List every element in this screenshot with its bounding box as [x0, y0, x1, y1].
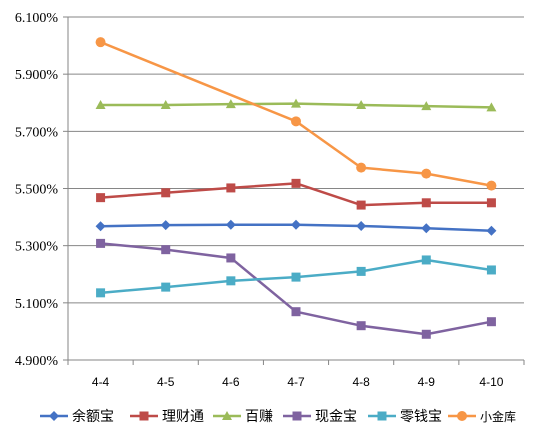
x-axis-tick-labels: 4-4 4-5 4-6 4-7 4-8 4-9 4-10	[92, 375, 504, 389]
data-point-marker	[291, 98, 301, 108]
gridlines	[68, 16, 524, 361]
data-point-marker	[96, 238, 106, 248]
data-point-marker	[226, 253, 236, 263]
data-point-marker	[161, 282, 171, 292]
legend-marker	[222, 411, 232, 420]
y-tick-label: 4.900%	[15, 354, 59, 369]
x-tick-label: 4-7	[287, 375, 305, 389]
legend-label: 小金库	[480, 409, 516, 424]
data-point-marker	[356, 200, 366, 210]
legend-label: 现金宝	[315, 409, 357, 425]
data-point-marker	[291, 116, 301, 127]
y-tick-label: 5.300%	[15, 240, 59, 255]
x-tick-label: 4-6	[222, 375, 240, 389]
y-tick-label: 5.100%	[15, 297, 59, 312]
data-point-marker	[160, 100, 171, 110]
x-tick-label: 4-4	[92, 375, 110, 389]
y-axis-tick-labels: 4.900% 5.100% 5.300% 5.500% 5.700% 5.900% 6.10…	[15, 11, 59, 369]
data-point-marker	[291, 307, 301, 317]
series-2	[96, 178, 496, 210]
data-point-marker	[96, 193, 106, 203]
series-1	[95, 219, 497, 236]
x-tick-label: 4-9	[418, 375, 436, 389]
legend-label: 余额宝	[72, 408, 114, 425]
data-point-marker	[95, 221, 106, 232]
data-point-marker	[356, 162, 367, 173]
data-point-marker	[486, 225, 497, 236]
series-lines	[95, 37, 497, 339]
legend-item: 百赚	[213, 409, 273, 425]
data-point-marker	[356, 100, 367, 110]
series-4	[96, 238, 496, 339]
legend-marker	[377, 411, 387, 421]
series-3	[95, 98, 497, 112]
data-point-marker	[421, 198, 431, 208]
legend-item: 理财通	[130, 409, 204, 425]
data-point-marker	[160, 220, 171, 231]
data-point-marker	[96, 288, 106, 298]
x-tick-label: 4-5	[157, 375, 175, 389]
y-tick-label: 5.500%	[15, 183, 59, 198]
series-line	[100, 40, 492, 187]
data-point-marker	[226, 276, 236, 286]
data-point-marker	[486, 317, 496, 327]
data-point-marker	[421, 329, 431, 339]
data-point-marker	[95, 100, 106, 110]
y-tick-label: 6.100%	[15, 11, 59, 26]
x-tick-label: 4-10	[479, 375, 503, 389]
legend-marker	[457, 411, 467, 421]
data-point-marker	[486, 102, 497, 112]
y-tick-label: 5.700%	[15, 125, 59, 140]
data-point-marker	[225, 219, 236, 230]
data-point-marker	[486, 180, 497, 191]
legend-label: 百赚	[245, 409, 273, 425]
data-point-marker	[356, 321, 366, 331]
data-point-marker	[356, 220, 367, 231]
data-point-marker	[95, 37, 106, 48]
legend-item: 现金宝	[283, 409, 357, 425]
legend-marker	[292, 411, 302, 421]
data-point-marker	[486, 265, 496, 275]
legend-item: 零钱宝	[368, 409, 442, 425]
data-point-marker	[161, 245, 171, 255]
data-point-marker	[291, 219, 301, 230]
data-point-marker	[161, 188, 171, 198]
data-point-marker	[225, 99, 236, 109]
legend-marker	[139, 411, 149, 421]
legend-marker	[49, 411, 59, 421]
y-tick-label: 5.900%	[15, 68, 59, 83]
data-point-marker	[291, 178, 301, 188]
legend-item: 小金库	[448, 409, 516, 424]
axes	[63, 16, 525, 365]
data-point-marker	[291, 272, 301, 282]
legend-item: 余额宝	[40, 408, 114, 425]
data-point-marker	[421, 101, 432, 111]
series-5	[96, 255, 496, 298]
data-point-marker	[421, 223, 432, 234]
data-point-marker	[421, 168, 432, 179]
legend: 余额宝 理财通 百赚 现金宝 零钱宝 小金库	[40, 408, 516, 425]
data-point-marker	[226, 183, 236, 193]
legend-label: 理财通	[162, 409, 204, 425]
x-tick-label: 4-8	[352, 375, 370, 389]
data-point-marker	[356, 266, 366, 276]
data-point-marker	[486, 198, 496, 208]
series-6	[95, 37, 497, 191]
data-point-marker	[421, 255, 431, 265]
legend-label: 零钱宝	[400, 409, 442, 425]
